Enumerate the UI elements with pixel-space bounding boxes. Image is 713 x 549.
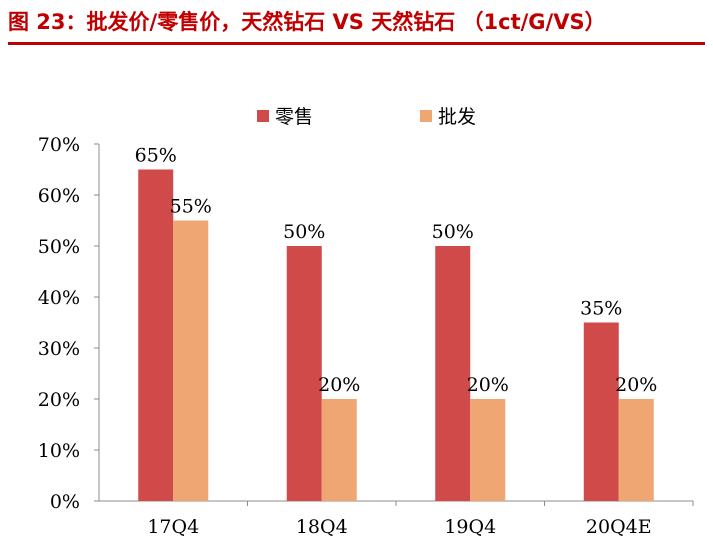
title-divider (8, 42, 705, 45)
figure-title: 图 23：批发价/零售价，天然钻石 VS 天然钻石 （1ct/G/VS） (8, 10, 606, 34)
legend-swatch-retail (257, 110, 269, 122)
bars (138, 169, 654, 501)
y-tick-label: 50% (38, 236, 80, 258)
y-tick-label: 30% (38, 338, 80, 360)
data-label: 20% (318, 374, 360, 396)
y-tick-label: 40% (38, 287, 80, 309)
x-tick-label: 17Q4 (147, 516, 199, 538)
legend-swatch-wholesale (420, 110, 432, 122)
bar-retail (583, 322, 619, 501)
data-label: 55% (170, 196, 212, 218)
data-label: 20% (467, 374, 509, 396)
y-tick-label: 10% (38, 440, 80, 462)
bar-wholesale (470, 399, 506, 501)
y-tick-label: 20% (38, 389, 80, 411)
bar-retail (286, 246, 322, 501)
x-tick-label: 18Q4 (296, 516, 348, 538)
legend-label: 批发 (438, 106, 476, 128)
bar-retail (435, 246, 471, 501)
x-tick-label: 19Q4 (444, 516, 496, 538)
bar-wholesale (321, 399, 357, 501)
data-label: 35% (580, 298, 622, 320)
data-labels: 65% 55% 50% 20% 50% 20% 35% 20% (135, 145, 658, 397)
bar-retail (138, 169, 174, 501)
data-label: 50% (432, 221, 474, 243)
data-label: 65% (135, 145, 177, 167)
x-tick-label: 20Q4E (586, 516, 652, 538)
y-tick-label: 70% (38, 134, 80, 156)
y-tick-label: 60% (38, 185, 80, 207)
legend-label: 零售 (275, 106, 313, 128)
y-tick-label: 0% (50, 491, 80, 513)
legend: 零售 批发 (257, 106, 476, 128)
bar-wholesale (618, 399, 654, 501)
data-label: 20% (615, 374, 657, 396)
data-label: 50% (283, 221, 325, 243)
bar-wholesale (173, 220, 209, 501)
